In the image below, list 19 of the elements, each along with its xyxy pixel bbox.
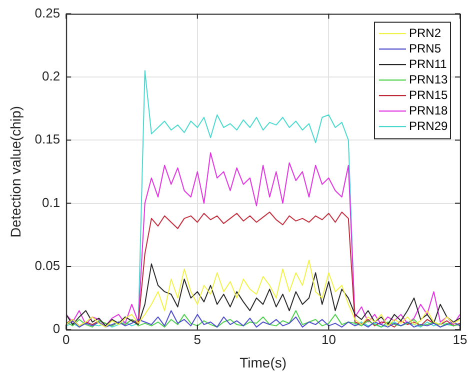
legend-label: PRN18 — [409, 103, 448, 118]
x-tick-label: 5 — [194, 332, 202, 347]
y-axis-title: Detection value(chip) — [7, 106, 24, 238]
legend-label: PRN15 — [409, 88, 448, 102]
y-tick-label: 0.25 — [34, 5, 60, 20]
legend-label: PRN11 — [409, 56, 448, 71]
legend-label: PRN5 — [409, 41, 442, 56]
legend-label: PRN13 — [409, 72, 448, 86]
legend-label: PRN29 — [409, 118, 448, 133]
y-tick-label: 0.2 — [42, 68, 60, 84]
x-tick-label: 10 — [321, 332, 336, 347]
x-tick-label: 0 — [62, 332, 70, 347]
y-tick-label: 0.15 — [34, 132, 60, 147]
y-tick-label: 0.05 — [34, 258, 60, 274]
x-tick-label: 15 — [452, 332, 468, 347]
y-tick-label: 0.1 — [42, 194, 60, 210]
x-axis-title: Time(s) — [240, 354, 287, 370]
legend-label: PRN2 — [409, 26, 442, 40]
y-tick-label: 0 — [52, 321, 60, 336]
